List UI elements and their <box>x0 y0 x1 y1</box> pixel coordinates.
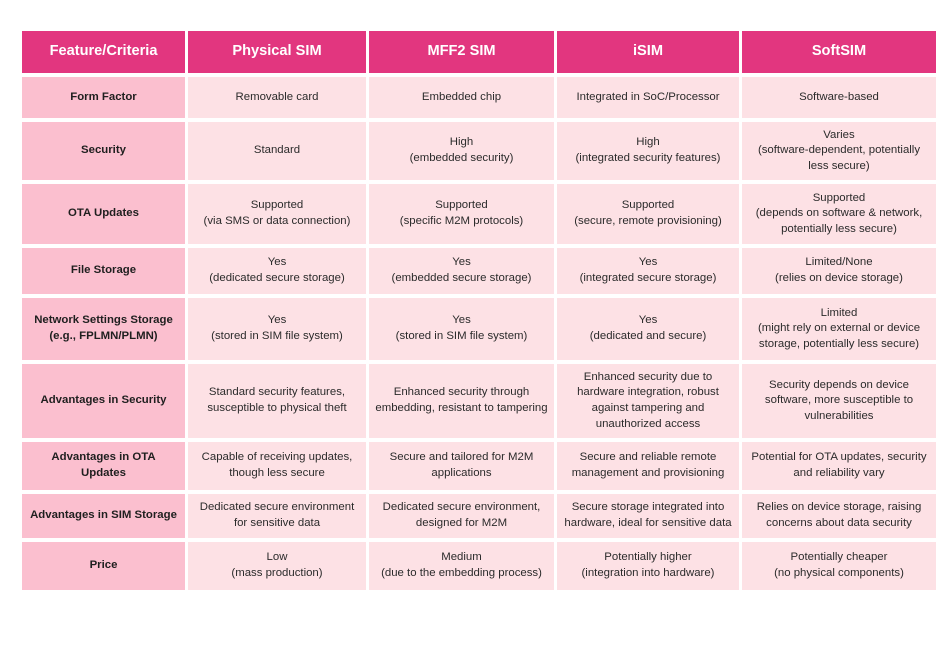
table-cell: Potentially cheaper (no physical compone… <box>742 542 936 590</box>
table-cell: Enhanced security through embedding, res… <box>369 364 554 438</box>
table-cell: Standard <box>188 122 366 180</box>
table-cell: Capable of receiving updates, though les… <box>188 442 366 490</box>
table-cell: Medium (due to the embedding process) <box>369 542 554 590</box>
table-cell: Secure and tailored for M2M applications <box>369 442 554 490</box>
table-cell: Varies (software-dependent, potentially … <box>742 122 936 180</box>
table-cell: Yes (stored in SIM file system) <box>369 298 554 360</box>
header-mff2-sim: MFF2 SIM <box>369 31 554 73</box>
table-cell: Supported (depends on software & network… <box>742 184 936 244</box>
table-cell: Security depends on device software, mor… <box>742 364 936 438</box>
row-label-security: Security <box>22 122 185 180</box>
row-label-network-settings-storage: Network Settings Storage (e.g., FPLMN/PL… <box>22 298 185 360</box>
table-cell: Supported (specific M2M protocols) <box>369 184 554 244</box>
table-cell: Secure and reliable remote management an… <box>557 442 739 490</box>
table-cell: Embedded chip <box>369 77 554 118</box>
table-cell: Potentially higher (integration into har… <box>557 542 739 590</box>
table-cell: Yes (embedded secure storage) <box>369 248 554 294</box>
table-cell: High (integrated security features) <box>557 122 739 180</box>
header-physical-sim: Physical SIM <box>188 31 366 73</box>
header-softsim: SoftSIM <box>742 31 936 73</box>
table-cell: Yes (dedicated and secure) <box>557 298 739 360</box>
row-label-price: Price <box>22 542 185 590</box>
table-cell: Supported (via SMS or data connection) <box>188 184 366 244</box>
table-cell: Limited (might rely on external or devic… <box>742 298 936 360</box>
table-cell: Dedicated secure environment, designed f… <box>369 494 554 538</box>
row-label-file-storage: File Storage <box>22 248 185 294</box>
table-cell: High (embedded security) <box>369 122 554 180</box>
table-cell: Software-based <box>742 77 936 118</box>
header-feature-criteria: Feature/Criteria <box>22 31 185 73</box>
row-label-ota-updates: OTA Updates <box>22 184 185 244</box>
row-label-advantages-in-security: Advantages in Security <box>22 364 185 438</box>
table-cell: Relies on device storage, raising concer… <box>742 494 936 538</box>
header-isim: iSIM <box>557 31 739 73</box>
table-cell: Low (mass production) <box>188 542 366 590</box>
table-cell: Potential for OTA updates, security and … <box>742 442 936 490</box>
table-cell: Removable card <box>188 77 366 118</box>
comparison-table: Feature/Criteria Physical SIM MFF2 SIM i… <box>22 31 936 590</box>
table-cell: Standard security features, susceptible … <box>188 364 366 438</box>
table-cell: Secure storage integrated into hardware,… <box>557 494 739 538</box>
table-cell: Yes (integrated secure storage) <box>557 248 739 294</box>
table-cell: Yes (stored in SIM file system) <box>188 298 366 360</box>
table-cell: Enhanced security due to hardware integr… <box>557 364 739 438</box>
table-cell: Dedicated secure environment for sensiti… <box>188 494 366 538</box>
row-label-advantages-in-ota-updates: Advantages in OTA Updates <box>22 442 185 490</box>
table-cell: Integrated in SoC/Processor <box>557 77 739 118</box>
row-label-form-factor: Form Factor <box>22 77 185 118</box>
row-label-advantages-in-sim-storage: Advantages in SIM Storage <box>22 494 185 538</box>
table-cell: Supported (secure, remote provisioning) <box>557 184 739 244</box>
table-cell: Yes (dedicated secure storage) <box>188 248 366 294</box>
table-cell: Limited/None (relies on device storage) <box>742 248 936 294</box>
